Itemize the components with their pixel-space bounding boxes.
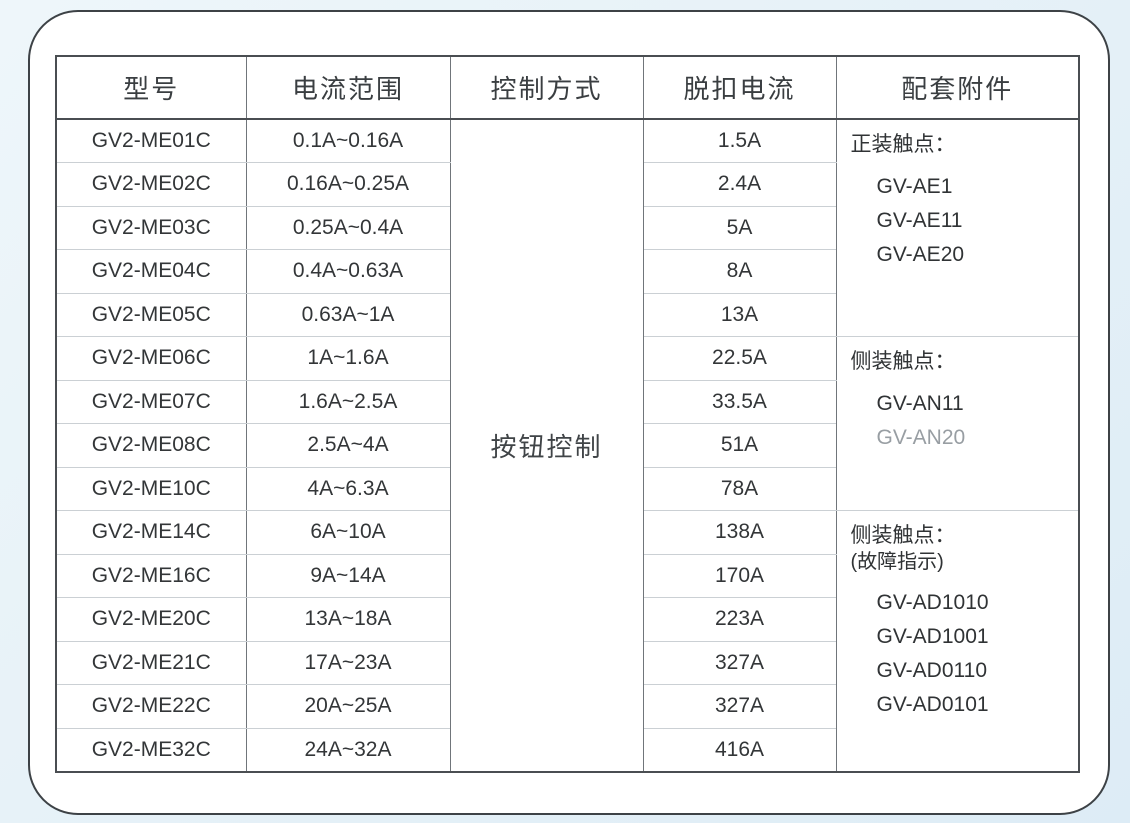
- current-range-cell: 1.6A~2.5A: [245, 379, 451, 424]
- header-accessories: 配套附件: [835, 55, 1080, 120]
- table-row: GV2-ME16C 9A~14A 170A: [55, 553, 1079, 598]
- trip-current-cell: 327A: [642, 640, 837, 685]
- trip-current-cell: 1.5A: [642, 118, 837, 163]
- header-model: 型号: [55, 55, 247, 120]
- header-row: 型号 电流范围 控制方式 脱扣电流 配套附件: [55, 55, 1080, 120]
- accessory-item: GV-AN11: [876, 392, 964, 415]
- header-control-method: 控制方式: [449, 55, 644, 120]
- accessory-item-list: GV-AD1010 GV-AD1001 GV-AD0110 GV-AD0101: [877, 586, 1071, 722]
- table-row: GV2-ME08C 2.5A~4A 51A: [55, 423, 1079, 468]
- current-range-cell: 4A~6.3A: [245, 466, 451, 511]
- trip-current-cell: 8A: [642, 249, 837, 294]
- current-range-cell: 0.16A~0.25A: [245, 162, 451, 207]
- accessory-group-title: 侧装触点：: [850, 350, 956, 373]
- current-range-cell: 24A~32A: [245, 727, 451, 772]
- model-cell: GV2-ME04C: [55, 249, 247, 294]
- accessory-item: GV-AN20: [876, 426, 966, 449]
- trip-current-cell: 327A: [642, 684, 837, 729]
- trip-current-cell: 78A: [642, 466, 837, 511]
- accessory-item: GV-AD1001: [876, 625, 989, 648]
- current-range-cell: 20A~25A: [245, 684, 451, 729]
- accessory-item: GV-AE20: [876, 243, 965, 266]
- table-row: GV2-ME03C 0.25A~0.4A 5A: [55, 205, 1079, 250]
- table-row: GV2-ME04C 0.4A~0.63A 8A: [55, 249, 1079, 294]
- current-range-cell: 2.5A~4A: [245, 423, 451, 468]
- accessory-group-title: 侧装触点：: [850, 524, 956, 547]
- control-method-cell: 按钮控制: [449, 118, 644, 772]
- model-cell: GV2-ME06C: [55, 336, 247, 381]
- current-range-cell: 17A~23A: [245, 640, 451, 685]
- table-row: GV2-ME22C 20A~25A 327A: [55, 684, 1079, 729]
- current-range-cell: 0.1A~0.16A: [245, 118, 451, 163]
- current-range-cell: 0.63A~1A: [245, 292, 451, 337]
- accessory-group-subtitle: (故障指示): [850, 551, 944, 573]
- model-cell: GV2-ME07C: [55, 379, 247, 424]
- model-cell: GV2-ME10C: [55, 466, 247, 511]
- accessory-item: GV-AD0110: [876, 659, 988, 682]
- model-cell: GV2-ME21C: [55, 640, 247, 685]
- trip-current-cell: 223A: [642, 597, 837, 642]
- current-range-cell: 0.25A~0.4A: [245, 205, 451, 250]
- accessory-cell-side-mount: 侧装触点： GV-AN11 GV-AN20: [835, 336, 1080, 511]
- table-row: GV2-ME07C 1.6A~2.5A 33.5A: [55, 379, 1079, 424]
- accessory-item: GV-AE11: [876, 209, 963, 232]
- table-row: GV2-ME01C 0.1A~0.16A 按钮控制 1.5A 正装触点： GV-…: [55, 118, 1080, 772]
- model-cell: GV2-ME05C: [55, 292, 247, 337]
- accessory-item: GV-AD0101: [876, 693, 989, 716]
- table-row: GV2-ME02C 0.16A~0.25A 2.4A: [55, 162, 1079, 207]
- current-range-cell: 1A~1.6A: [245, 336, 451, 381]
- trip-current-cell: 13A: [642, 292, 837, 337]
- accessory-cell-front-mount: 正装触点： GV-AE1 GV-AE11 GV-AE20: [835, 118, 1080, 337]
- accessory-group-title: 正装触点：: [850, 133, 956, 156]
- trip-current-cell: 22.5A: [642, 336, 837, 381]
- table-row: GV2-ME06C 1A~1.6A 22.5A 侧装触点： GV-AN11 GV…: [55, 336, 1080, 511]
- table-row: GV2-ME21C 17A~23A 327A: [55, 640, 1079, 685]
- trip-current-cell: 2.4A: [642, 162, 837, 207]
- model-cell: GV2-ME02C: [55, 162, 247, 207]
- model-cell: GV2-ME14C: [55, 510, 247, 555]
- trip-current-cell: 33.5A: [642, 379, 837, 424]
- current-range-cell: 13A~18A: [245, 597, 451, 642]
- accessory-item-list: GV-AE1 GV-AE11 GV-AE20: [877, 170, 1071, 272]
- table-row: GV2-ME05C 0.63A~1A 13A: [55, 292, 1079, 337]
- current-range-cell: 0.4A~0.63A: [245, 249, 451, 294]
- table-row: GV2-ME10C 4A~6.3A 78A: [55, 466, 1079, 511]
- table-row: GV2-ME14C 6A~10A 138A 侧装触点： (故障指示) GV-AD…: [55, 510, 1080, 772]
- trip-current-cell: 5A: [642, 205, 837, 250]
- model-cell: GV2-ME16C: [55, 553, 247, 598]
- accessory-cell-side-mount-fault: 侧装触点： (故障指示) GV-AD1010 GV-AD1001 GV-AD01…: [835, 510, 1080, 772]
- current-range-cell: 6A~10A: [245, 510, 451, 555]
- model-cell: GV2-ME03C: [55, 205, 247, 250]
- current-range-cell: 9A~14A: [245, 553, 451, 598]
- model-cell: GV2-ME22C: [55, 684, 247, 729]
- accessory-item: GV-AD1010: [876, 591, 989, 614]
- header-current-range: 电流范围: [245, 55, 451, 120]
- model-cell: GV2-ME01C: [55, 118, 247, 163]
- spec-table: 型号 电流范围 控制方式 脱扣电流 配套附件 GV2-ME01C 0.1A~0.…: [55, 55, 1080, 773]
- model-cell: GV2-ME20C: [55, 597, 247, 642]
- table-row: GV2-ME20C 13A~18A 223A: [55, 597, 1079, 642]
- model-cell: GV2-ME08C: [55, 423, 247, 468]
- accessory-item-list: GV-AN11 GV-AN20: [877, 387, 1071, 455]
- trip-current-cell: 170A: [642, 553, 837, 598]
- model-cell: GV2-ME32C: [55, 727, 247, 772]
- trip-current-cell: 138A: [642, 510, 837, 555]
- table-row: GV2-ME32C 24A~32A 416A: [55, 727, 1079, 772]
- trip-current-cell: 51A: [642, 423, 837, 468]
- spec-card: 型号 电流范围 控制方式 脱扣电流 配套附件 GV2-ME01C 0.1A~0.…: [28, 10, 1110, 815]
- header-trip-current: 脱扣电流: [642, 55, 837, 120]
- accessory-item: GV-AE1: [876, 175, 953, 198]
- trip-current-cell: 416A: [642, 727, 837, 772]
